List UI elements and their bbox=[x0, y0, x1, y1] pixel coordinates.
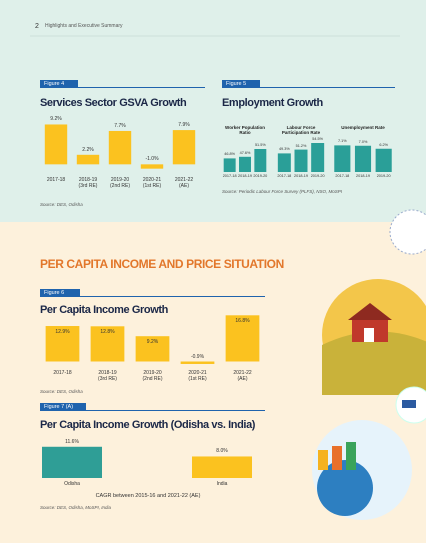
page-number: 2 bbox=[35, 23, 39, 30]
figure-rule bbox=[260, 87, 395, 88]
chart-title: Per Capita Income Growth (Odisha vs. Ind… bbox=[40, 419, 256, 431]
x-tick-label: 2018-19 bbox=[238, 174, 252, 178]
x-tick-label: 2017-18 bbox=[53, 370, 72, 376]
hand-icon bbox=[402, 400, 416, 408]
bar bbox=[90, 326, 125, 362]
value-label: 12.8% bbox=[100, 329, 115, 336]
bar bbox=[45, 326, 80, 362]
bar bbox=[277, 153, 291, 172]
x-tick-label: 2019-20 (2nd RE) bbox=[109, 177, 131, 189]
bar bbox=[172, 130, 196, 165]
value-label: 11.6% bbox=[65, 438, 79, 445]
x-axis-label: CAGR between 2015-16 and 2021-22 (AE) bbox=[95, 493, 201, 499]
panel-title: Unemployment Rate bbox=[341, 125, 385, 130]
value-label: 51.2% bbox=[295, 143, 307, 148]
section-title: PER CAPITA INCOME AND PRICE SITUATION bbox=[40, 257, 284, 271]
x-tick-label: 2019-20 (2nd RE) bbox=[142, 370, 163, 382]
bar bbox=[42, 446, 102, 478]
x-tick-label: 2021-22 (AE) bbox=[174, 177, 194, 189]
bar bbox=[223, 158, 236, 172]
gdp-letter bbox=[318, 450, 328, 470]
bar bbox=[254, 149, 267, 172]
x-tick-label: 2017-18 bbox=[222, 174, 237, 178]
value-label: 6.2% bbox=[379, 142, 388, 147]
x-tick-label: 2018-19 (3rd RE) bbox=[98, 370, 117, 382]
barn-door bbox=[364, 328, 374, 342]
globe bbox=[317, 460, 373, 516]
x-tick-label: 2017-18 bbox=[277, 174, 292, 178]
value-label: 46.8% bbox=[224, 152, 236, 157]
bar bbox=[108, 130, 132, 165]
figure-label: Figure 5 bbox=[222, 80, 260, 88]
deco-circle bbox=[389, 209, 426, 255]
chart-title: Services Sector GSVA Growth bbox=[40, 97, 187, 109]
field bbox=[322, 331, 426, 395]
bar bbox=[375, 148, 392, 172]
x-tick-label: 2019-20 bbox=[253, 174, 268, 178]
value-label: 16.8% bbox=[235, 318, 250, 325]
bar bbox=[140, 164, 164, 169]
x-tick-label: 2019-20 bbox=[310, 174, 325, 178]
bar bbox=[354, 145, 372, 172]
panel-title: Labour Force Participation Rate bbox=[281, 125, 321, 136]
bar bbox=[225, 315, 260, 362]
value-label: 51.5% bbox=[254, 142, 266, 147]
x-tick-label: India bbox=[216, 481, 228, 487]
x-tick-label: 2018-19 (3rd RE) bbox=[78, 177, 98, 189]
x-tick-label: 2020-21 (1st RE) bbox=[142, 177, 162, 189]
source-note: Source: Periodic Labour Force Survey (PL… bbox=[222, 189, 343, 194]
figure-label: Figure 4 bbox=[40, 80, 78, 88]
bar bbox=[44, 124, 68, 165]
header-title: Highlights and Executive Summary bbox=[45, 23, 123, 29]
value-label: 12.9% bbox=[55, 329, 70, 336]
panel-title: Worker Population Ratio bbox=[225, 125, 265, 136]
gdp-letter bbox=[346, 442, 356, 470]
bar bbox=[135, 336, 170, 362]
value-label: 54.5% bbox=[312, 136, 324, 141]
x-tick-label: 2018-19 bbox=[356, 174, 370, 178]
x-tick-label: 2017-18 bbox=[46, 177, 66, 183]
source-note: Source: DES, Odisha bbox=[40, 389, 83, 394]
value-label: 7.7% bbox=[114, 123, 126, 130]
top-section bbox=[0, 0, 426, 222]
chart-title: Employment Growth bbox=[222, 97, 323, 109]
chart-title: Per Capita Income Growth bbox=[40, 304, 168, 316]
figure-rule bbox=[78, 87, 205, 88]
value-label: -0.9% bbox=[190, 353, 205, 360]
value-label: 49.3% bbox=[278, 147, 290, 152]
value-label: 7.0% bbox=[358, 139, 368, 144]
x-tick-label: 2017-18 bbox=[335, 174, 350, 178]
x-tick-label: 2020-21 (1st RE) bbox=[188, 370, 207, 382]
x-tick-label: 2021-22 (AE) bbox=[233, 370, 252, 382]
figure-label: Figure 6 bbox=[40, 289, 80, 297]
value-label: 7.1% bbox=[338, 139, 347, 144]
figure-rule bbox=[80, 296, 265, 297]
value-label: -1.0% bbox=[145, 156, 159, 163]
value-label: 47.6% bbox=[239, 150, 251, 155]
bar bbox=[180, 361, 215, 364]
x-tick-label: Odisha bbox=[64, 481, 80, 487]
x-tick-label: 2018-19 bbox=[294, 174, 308, 178]
bar bbox=[334, 145, 351, 172]
source-note: Source: DES, Odisha bbox=[40, 202, 83, 207]
bar bbox=[294, 149, 308, 172]
value-label: 9.2% bbox=[50, 116, 62, 123]
gdp-letter bbox=[332, 446, 342, 470]
barn-roof bbox=[348, 303, 392, 320]
value-label: 2.2% bbox=[82, 146, 94, 153]
value-label: 8.0% bbox=[216, 448, 228, 455]
value-label: 9.2% bbox=[146, 339, 159, 346]
figure-label: Figure 7 (A) bbox=[40, 403, 86, 411]
figure-rule bbox=[86, 410, 265, 411]
x-tick-label: 2019-20 bbox=[376, 174, 391, 178]
bar bbox=[311, 143, 325, 172]
bar bbox=[192, 456, 252, 478]
bar bbox=[239, 156, 251, 172]
source-note: Source: DES, Odisha, MoSPI, India bbox=[40, 505, 112, 510]
bar bbox=[76, 154, 100, 165]
value-label: 7.9% bbox=[178, 122, 190, 129]
